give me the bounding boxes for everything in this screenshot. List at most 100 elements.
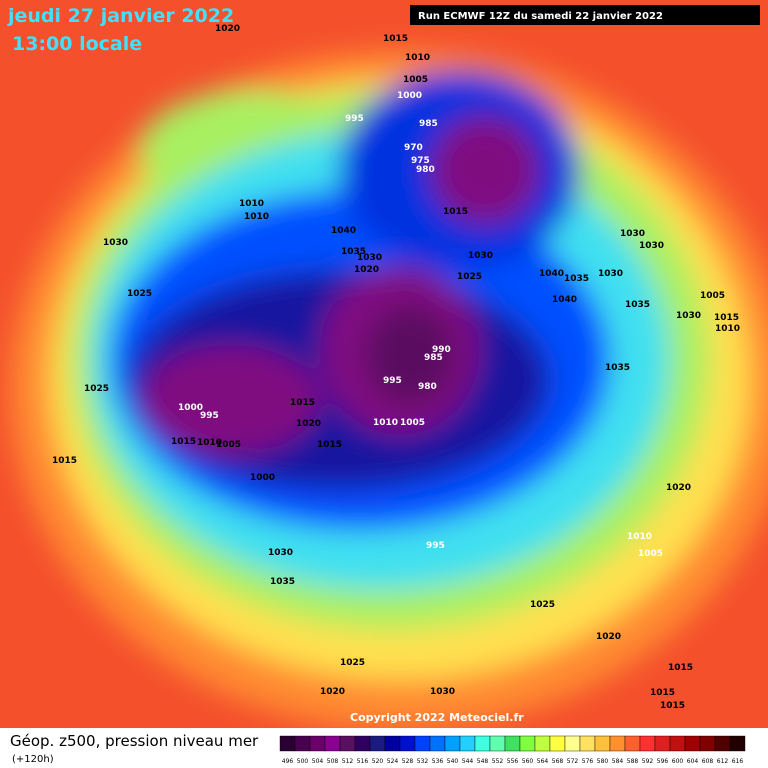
colorbar-swatch — [339, 735, 356, 752]
colorbar-swatch — [624, 735, 641, 752]
pressure-label: 1005 — [700, 291, 725, 301]
colorbar-swatch — [579, 735, 596, 752]
colorbar-label: 564 — [537, 758, 549, 765]
colorbar-swatch — [519, 735, 536, 752]
colorbar-label: 596 — [657, 758, 669, 765]
pressure-label: 1035 — [605, 363, 630, 373]
colorbar-swatch — [654, 735, 671, 752]
pressure-label: 1000 — [178, 403, 203, 413]
colorbar-swatch — [444, 735, 461, 752]
pressure-label: 1010 — [405, 53, 430, 63]
pressure-label: 1030 — [103, 238, 128, 248]
pressure-label: 1020 — [666, 483, 691, 493]
colorbar-swatch — [414, 735, 431, 752]
pressure-label: 1010 — [627, 532, 652, 542]
colorbar-label: 560 — [522, 758, 534, 765]
colorbar-swatch — [324, 735, 341, 752]
pressure-label: 1040 — [539, 269, 564, 279]
pressure-label: 1025 — [84, 384, 109, 394]
pressure-label: 995 — [426, 541, 445, 551]
colorbar-swatch — [684, 735, 701, 752]
colorbar-label: 512 — [342, 758, 354, 765]
pressure-label: 985 — [424, 353, 443, 363]
pressure-label: 1015 — [290, 398, 315, 408]
pressure-label: 1030 — [430, 687, 455, 697]
time-title: 13:00 locale — [12, 33, 142, 55]
legend-title: Géop. z500, pression niveau mer — [10, 732, 259, 750]
pressure-label: 1005 — [638, 549, 663, 559]
colorbar-swatch — [594, 735, 611, 752]
colorbar-label: 616 — [732, 758, 744, 765]
pressure-label: 995 — [383, 376, 402, 386]
pressure-label: 995 — [200, 411, 219, 421]
run-info: Run ECMWF 12Z du samedi 22 janvier 2022 — [418, 11, 663, 22]
colorbar-swatch — [699, 735, 716, 752]
colorbar-label: 500 — [297, 758, 309, 765]
pressure-label: 1005 — [403, 75, 428, 85]
colorbar-label: 608 — [702, 758, 714, 765]
pressure-label: 1015 — [714, 313, 739, 323]
pressure-label: 1010 — [373, 418, 398, 428]
pressure-label: 1030 — [620, 229, 645, 239]
pressure-label: 1000 — [250, 473, 275, 483]
pressure-label: 1015 — [660, 701, 685, 711]
colorbar-swatch — [534, 735, 551, 752]
pressure-label: 1015 — [443, 207, 468, 217]
colorbar-label: 524 — [387, 758, 399, 765]
pressure-label: 1020 — [215, 24, 240, 34]
colorbar-swatch — [294, 735, 311, 752]
pressure-label: 1015 — [650, 688, 675, 698]
colorbar-swatch — [729, 735, 746, 752]
pressure-label: 1000 — [397, 91, 422, 101]
pressure-label: 1005 — [400, 418, 425, 428]
pressure-label: 1015 — [668, 663, 693, 673]
pressure-label: 1025 — [127, 289, 152, 299]
pressure-label: 1040 — [552, 295, 577, 305]
pressure-label: 990 — [432, 345, 451, 355]
colorbar-swatch — [609, 735, 626, 752]
pressure-label: 1030 — [357, 253, 382, 263]
colorbar-label: 548 — [477, 758, 489, 765]
colorbar-label: 588 — [627, 758, 639, 765]
pressure-label: 1015 — [317, 440, 342, 450]
pressure-label: 1010 — [239, 199, 264, 209]
pressure-label: 1035 — [625, 300, 650, 310]
pressure-label: 1035 — [270, 577, 295, 587]
colorbar-label: 532 — [417, 758, 429, 765]
pressure-label: 995 — [345, 114, 364, 124]
pressure-label: 1020 — [354, 265, 379, 275]
pressure-label: 1035 — [564, 274, 589, 284]
colorbar-swatch — [489, 735, 506, 752]
pressure-label: 1020 — [596, 632, 621, 642]
colorbar-label: 600 — [672, 758, 684, 765]
pressure-label: 1030 — [268, 548, 293, 558]
colorbar-swatch — [549, 735, 566, 752]
pressure-label: 980 — [418, 382, 437, 392]
colorbar-label: 544 — [462, 758, 474, 765]
colorbar-swatch — [669, 735, 686, 752]
pressure-label: 1030 — [676, 311, 701, 321]
colorbar-swatch — [504, 735, 521, 752]
pressure-label: 1015 — [52, 456, 77, 466]
colorbar-swatch — [429, 735, 446, 752]
colorbar-label: 552 — [492, 758, 504, 765]
colorbar-swatch — [639, 735, 656, 752]
colorbar-label: 556 — [507, 758, 519, 765]
pressure-label: 1030 — [598, 269, 623, 279]
pressure-label: 1020 — [296, 419, 321, 429]
colorbar-label: 576 — [582, 758, 594, 765]
colorbar-swatch — [384, 735, 401, 752]
pressure-label: 1030 — [468, 251, 493, 261]
run-box — [410, 5, 760, 25]
pressure-label: 1005 — [216, 440, 241, 450]
colorbar-label: 516 — [357, 758, 369, 765]
pressure-label: 1025 — [530, 600, 555, 610]
pressure-label: 1010 — [197, 438, 222, 448]
date-title: jeudi 27 janvier 2022 — [7, 5, 234, 27]
colorbar-swatch — [369, 735, 386, 752]
colorbar-label: 592 — [642, 758, 654, 765]
colorbar-label: 612 — [717, 758, 729, 765]
colorbar-label: 520 — [372, 758, 384, 765]
colorbar-swatch — [354, 735, 371, 752]
